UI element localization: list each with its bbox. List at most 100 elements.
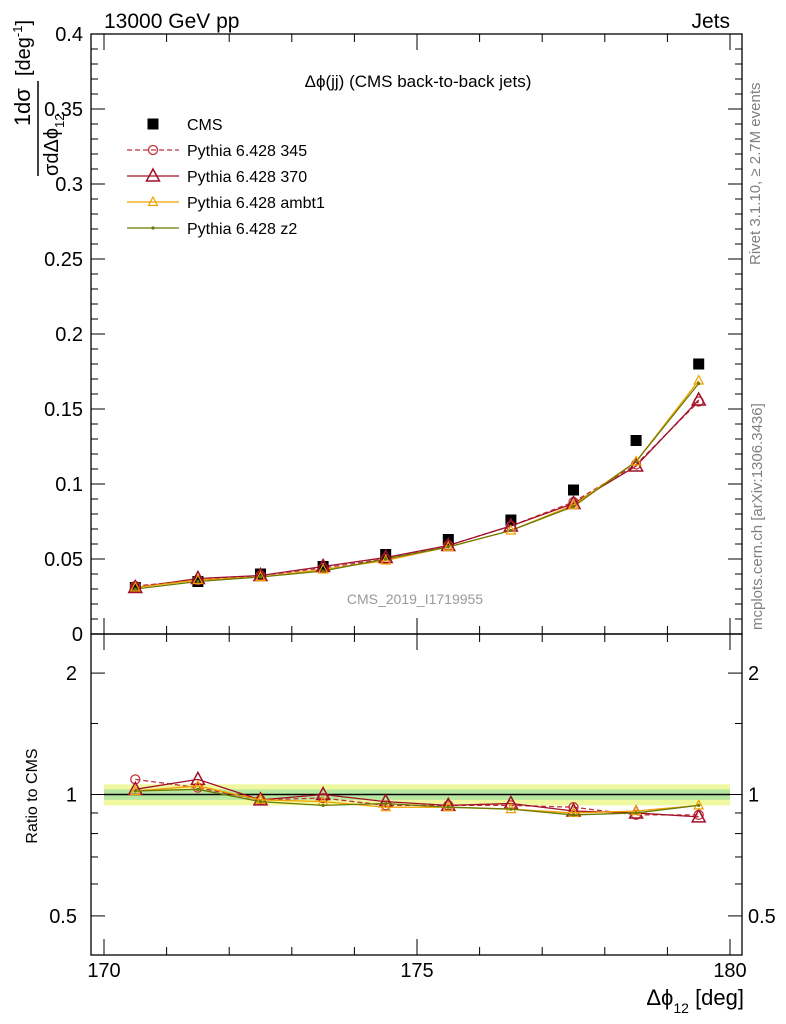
- main-line-3: [135, 380, 700, 589]
- ylabel-unit-exp: -1: [10, 26, 25, 38]
- ratio-point-1-9: [690, 808, 707, 823]
- main-point-4-0: [133, 587, 137, 591]
- svg-text:σdΔϕ12: σdΔϕ12: [41, 114, 67, 177]
- svg-text:1 dσ [deg-1]: 1 dσ [deg-1]: [10, 20, 35, 126]
- source-label: mcplots.cern.ch [arXiv:1306.3436]: [749, 403, 766, 630]
- ratio-point-0-0: [130, 774, 141, 785]
- ratio-ytick-label-right-1: 1: [748, 785, 759, 807]
- ratio-point-3-9: [697, 803, 701, 807]
- watermark: CMS_2019_I1719955: [347, 591, 483, 607]
- legend-label-0: CMS: [187, 117, 223, 134]
- main-point-2-4: [377, 548, 394, 564]
- ratio-line-2: [135, 785, 699, 814]
- ratio-ytick-label-right-2: 2: [748, 663, 759, 685]
- ratio-point-3-3: [321, 803, 325, 807]
- ratio-ytick-label-left-2: 2: [66, 663, 77, 685]
- ratio-y-axis-label: Ratio to CMS: [24, 748, 41, 843]
- ratio-point-3-2: [258, 800, 263, 804]
- ylabel-d-den: dΔϕ: [41, 128, 63, 164]
- ylabel-unit-close: ]: [13, 20, 35, 26]
- main-point-0-3: [317, 561, 329, 572]
- ylabel-frac-num: 1: [10, 114, 35, 126]
- main-point-3-2: [255, 570, 266, 582]
- main-point-3-6: [505, 524, 517, 535]
- legend-label-2: Pythia 6.428 370: [187, 169, 307, 186]
- ylabel-frac-den: σ: [41, 163, 63, 176]
- xlabel-sym: Δϕ: [646, 985, 673, 1010]
- main-point-3-0: [129, 581, 141, 592]
- main-ytick-label-0: 0: [72, 624, 83, 646]
- main-point-4-1: [196, 579, 200, 584]
- legend-label-3: Pythia 6.428 ambt1: [187, 195, 325, 212]
- legend-marker-0: [147, 118, 159, 130]
- main-point-3-5: [442, 540, 454, 552]
- xtick-label-2: 180: [713, 960, 746, 982]
- main-ytick-label-7: 0.35: [44, 99, 83, 121]
- xtick-label-1: 175: [400, 960, 433, 982]
- main-ytick-label-2: 0.1: [55, 474, 83, 496]
- legend-marker-4: [151, 226, 155, 230]
- ratio-point-3-5: [446, 805, 450, 809]
- main-ytick-label-6: 0.3: [55, 174, 83, 196]
- ratio-point-0-4: [380, 800, 391, 811]
- main-series: [127, 358, 707, 594]
- ratio-point-3-8: [634, 811, 638, 815]
- ylabel-d-num: dσ: [10, 88, 35, 114]
- legend-label-1: Pythia 6.428 345: [187, 143, 307, 160]
- header-left: 13000 GeV pp: [104, 10, 239, 33]
- main-point-4-8: [634, 459, 638, 464]
- main-point-3-3: [317, 563, 329, 574]
- legend: CMS Pythia 6.428 345 Pythia 6.428 370 Pythi…: [127, 117, 325, 238]
- legend-label-4: Pythia 6.428 z2: [187, 221, 297, 238]
- main-point-4-2: [258, 575, 263, 579]
- main-point-2-0: [127, 578, 144, 594]
- main-point-4-7: [571, 504, 576, 509]
- main-point-0-7: [568, 484, 579, 496]
- ylabel-unit-open: [deg: [13, 37, 35, 76]
- x-axis-label: Δϕ12 [deg]: [646, 985, 744, 1016]
- ratio-point-0-3: [317, 792, 329, 804]
- ratio-ytick-label-right-0: 0.5: [748, 906, 776, 928]
- main-point-4-3: [321, 569, 325, 573]
- main-point-3-7: [568, 498, 579, 510]
- main-point-3-1: [192, 573, 204, 585]
- xtick-label-0: 170: [87, 960, 120, 982]
- ratio-point-1-1: [190, 770, 206, 786]
- main-point-3-4: [380, 554, 392, 565]
- rivet-label: Rivet 3.1.10, ≥ 2.7M events: [747, 83, 764, 266]
- main-point-4-4: [384, 557, 388, 561]
- main-point-0-2: [255, 568, 266, 580]
- header-right: Jets: [691, 10, 730, 33]
- legend-marker-3: [147, 195, 159, 207]
- main-point-4-6: [509, 528, 513, 533]
- main-ytick-label-4: 0.2: [55, 324, 83, 346]
- main-point-2-9: [690, 391, 707, 406]
- main-line-1: [135, 401, 700, 587]
- main-point-4-5: [446, 545, 450, 549]
- main-point-0-9: [693, 358, 705, 370]
- ratio-point-3-1: [196, 787, 200, 791]
- ratio-point-3-0: [133, 789, 137, 793]
- main-ytick-label-5: 0.25: [44, 249, 83, 271]
- xlabel-sub: 12: [673, 1000, 689, 1016]
- main-point-0-8: [630, 435, 642, 446]
- ratio-band: [104, 784, 730, 806]
- main-y-axis-label: 1 dσ [deg-1] σdΔϕ12: [10, 20, 67, 176]
- ratio-point-3-7: [571, 813, 576, 817]
- main-point-3-8: [630, 455, 642, 466]
- ratio-point-3-4: [384, 801, 388, 806]
- axes: 00.050.10.150.20.250.30.350.40.5 0.51 12 21…: [44, 24, 776, 982]
- main-line-2: [135, 399, 700, 589]
- ratio-point-0-1: [192, 782, 204, 793]
- ratio-ytick-label-left-0: 0.5: [49, 906, 77, 928]
- ylabel-sub: 12: [52, 114, 67, 128]
- main-ytick-label-3: 0.15: [44, 399, 83, 421]
- main-line-4: [135, 383, 700, 590]
- ratio-ytick-label-left-1: 1: [66, 785, 77, 807]
- legend-marker-2: [145, 167, 161, 182]
- ratio-point-2-2: [255, 793, 266, 804]
- ratio-series: [127, 770, 707, 823]
- main-ytick-label-1: 0.05: [44, 549, 83, 571]
- ratio-point-2-6: [505, 802, 517, 814]
